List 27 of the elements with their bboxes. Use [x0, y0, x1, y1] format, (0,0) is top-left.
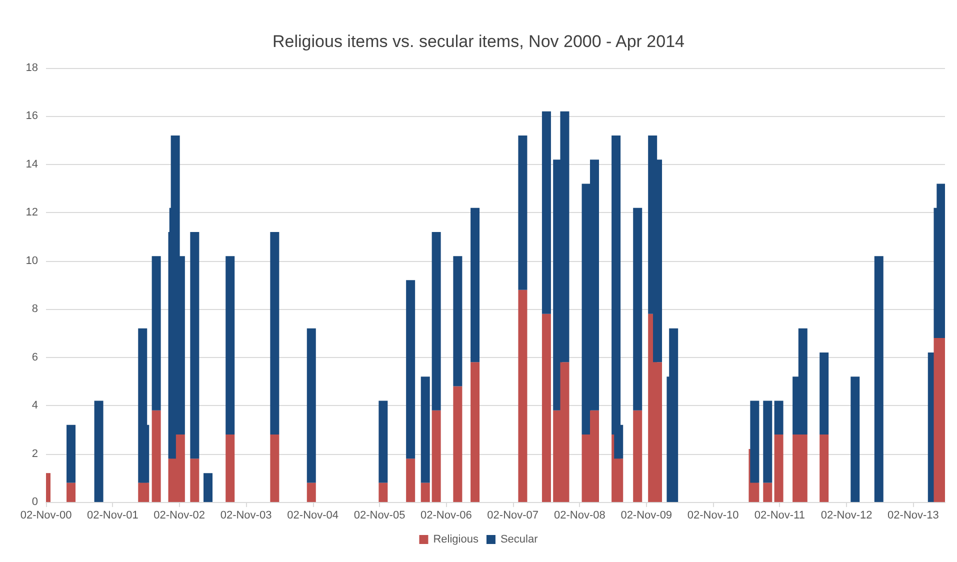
x-tick-label: 02-Nov-13 [888, 510, 939, 522]
x-tick-label: 02-Nov-08 [554, 510, 606, 522]
x-tick-label: 02-Nov-11 [754, 510, 805, 522]
legend-label: Religious [433, 534, 479, 546]
x-tick-label: 02-Nov-00 [20, 510, 72, 522]
y-tick-label: 12 [26, 206, 38, 219]
chart-title: Religious items vs. secular items, Nov 2000 - Apr 2014 [272, 32, 684, 51]
y-tick-label: 2 [32, 448, 38, 460]
x-tick-label: 02-Nov-05 [354, 510, 406, 522]
x-tick-label: 02-Nov-03 [220, 510, 272, 522]
y-tick-label: 6 [32, 351, 38, 364]
x-tick-label: 02-Nov-07 [487, 510, 539, 522]
y-tick-label: 8 [32, 303, 38, 316]
x-tick-label: 02-Nov-09 [620, 510, 672, 522]
x-tick-label: 02-Nov-04 [287, 510, 339, 522]
y-tick-label: 10 [26, 254, 38, 267]
x-tick-label: 02-Nov-02 [154, 510, 206, 522]
x-tick-label: 02-Nov-12 [820, 510, 872, 522]
x-tick-label: 02-Nov-06 [420, 510, 472, 522]
y-tick-label: 0 [32, 496, 38, 508]
y-tick-label: 16 [26, 110, 38, 122]
y-tick-label: 18 [26, 62, 38, 74]
legend-label: Secular [500, 534, 538, 546]
y-tick-label: 14 [26, 158, 38, 170]
x-tick-label: 02-Nov-01 [86, 510, 138, 522]
y-tick-label: 4 [32, 400, 38, 412]
x-tick-label: 02-Nov-10 [687, 510, 739, 522]
